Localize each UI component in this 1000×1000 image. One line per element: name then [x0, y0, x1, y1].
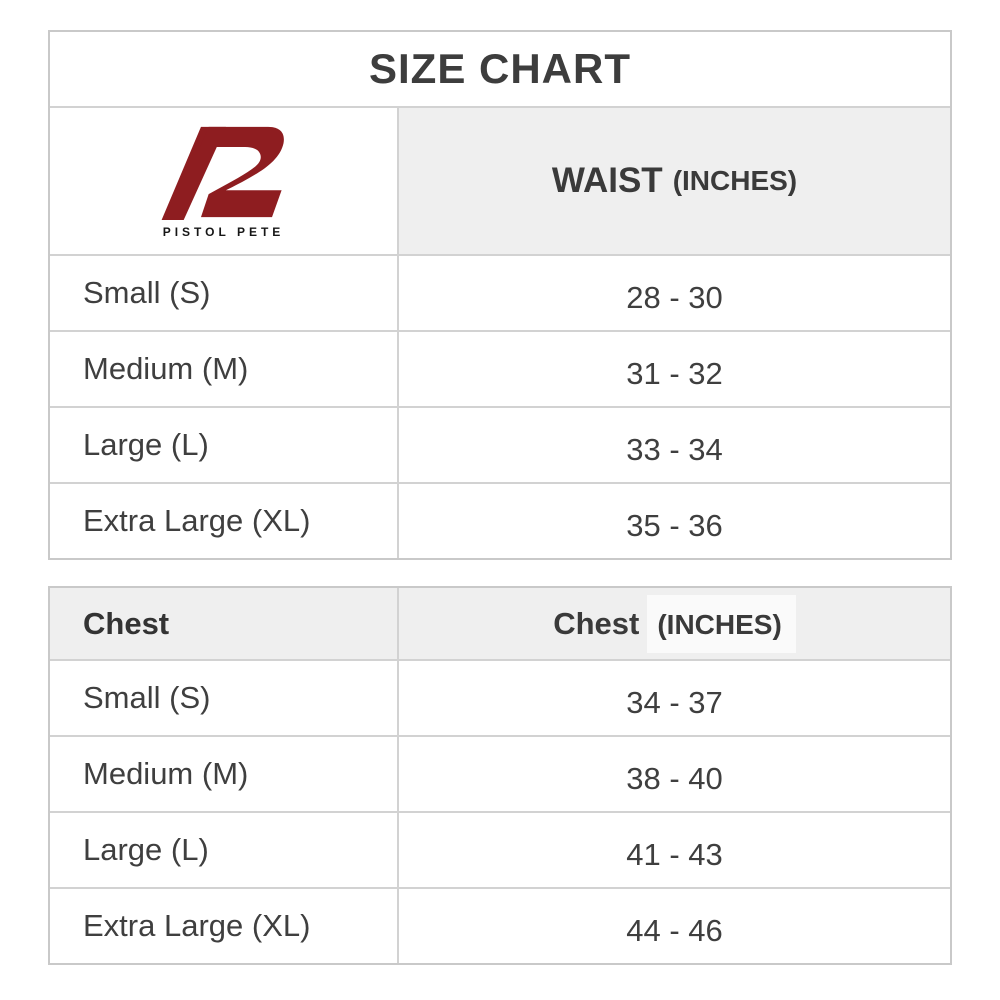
- size-value: 44 - 46: [397, 889, 950, 963]
- size-label: Small (S): [83, 680, 211, 715]
- size-value: 33 - 34: [397, 408, 950, 482]
- table-row: Extra Large (XL) 35 - 36: [50, 482, 950, 558]
- table-row: Small (S) 28 - 30: [50, 254, 950, 330]
- size-label: Medium (M): [83, 351, 249, 386]
- size-chart-sheet: SIZE CHART PISTOL PETE WAIST (INCHES) Sm…: [48, 30, 952, 965]
- size-label: Extra Large (XL): [83, 908, 311, 943]
- chest-header-left: Chest: [50, 588, 397, 659]
- table-row: Medium (M) 31 - 32: [50, 330, 950, 406]
- chest-header-label: Chest: [553, 605, 640, 641]
- size-value: 35 - 36: [397, 484, 950, 558]
- logo-p-stem-shape: [161, 126, 226, 220]
- waist-header-cell: WAIST (INCHES): [397, 108, 950, 254]
- chest-header-unit: (INCHES): [647, 594, 796, 653]
- brand-name: PISTOL PETE: [162, 224, 285, 239]
- waist-header-row: PISTOL PETE WAIST (INCHES): [50, 106, 950, 254]
- table-row: Extra Large (XL) 44 - 46: [50, 887, 950, 963]
- table-row: Medium (M) 38 - 40: [50, 735, 950, 811]
- size-value: 28 - 30: [397, 256, 950, 330]
- size-label: Medium (M): [83, 756, 249, 791]
- size-label: Large (L): [83, 427, 209, 462]
- waist-size-table: SIZE CHART PISTOL PETE WAIST (INCHES) Sm…: [48, 30, 952, 560]
- chest-size-table: Chest Chest (INCHES) Small (S) 34 - 37 M…: [48, 586, 952, 965]
- table-row: Large (L) 33 - 34: [50, 406, 950, 482]
- waist-header-unit: (INCHES): [672, 165, 798, 196]
- chest-header-row: Chest Chest (INCHES): [50, 588, 950, 659]
- size-label: Extra Large (XL): [83, 503, 311, 538]
- table-row: Large (L) 41 - 43: [50, 811, 950, 887]
- size-value: 34 - 37: [397, 661, 950, 735]
- chest-header-cell: Chest (INCHES): [397, 588, 950, 659]
- brand-logo-cell: PISTOL PETE: [50, 108, 397, 254]
- pistol-pete-logo-icon: [161, 126, 284, 220]
- waist-header-label: WAIST: [551, 161, 663, 200]
- size-label: Large (L): [83, 832, 209, 867]
- logo-2-glyph-shape: [199, 126, 284, 217]
- size-value: 38 - 40: [397, 737, 950, 811]
- size-label: Small (S): [83, 275, 211, 310]
- size-chart-title: SIZE CHART: [369, 45, 631, 92]
- table-row: Small (S) 34 - 37: [50, 659, 950, 735]
- size-value: 41 - 43: [397, 813, 950, 887]
- size-value: 31 - 32: [397, 332, 950, 406]
